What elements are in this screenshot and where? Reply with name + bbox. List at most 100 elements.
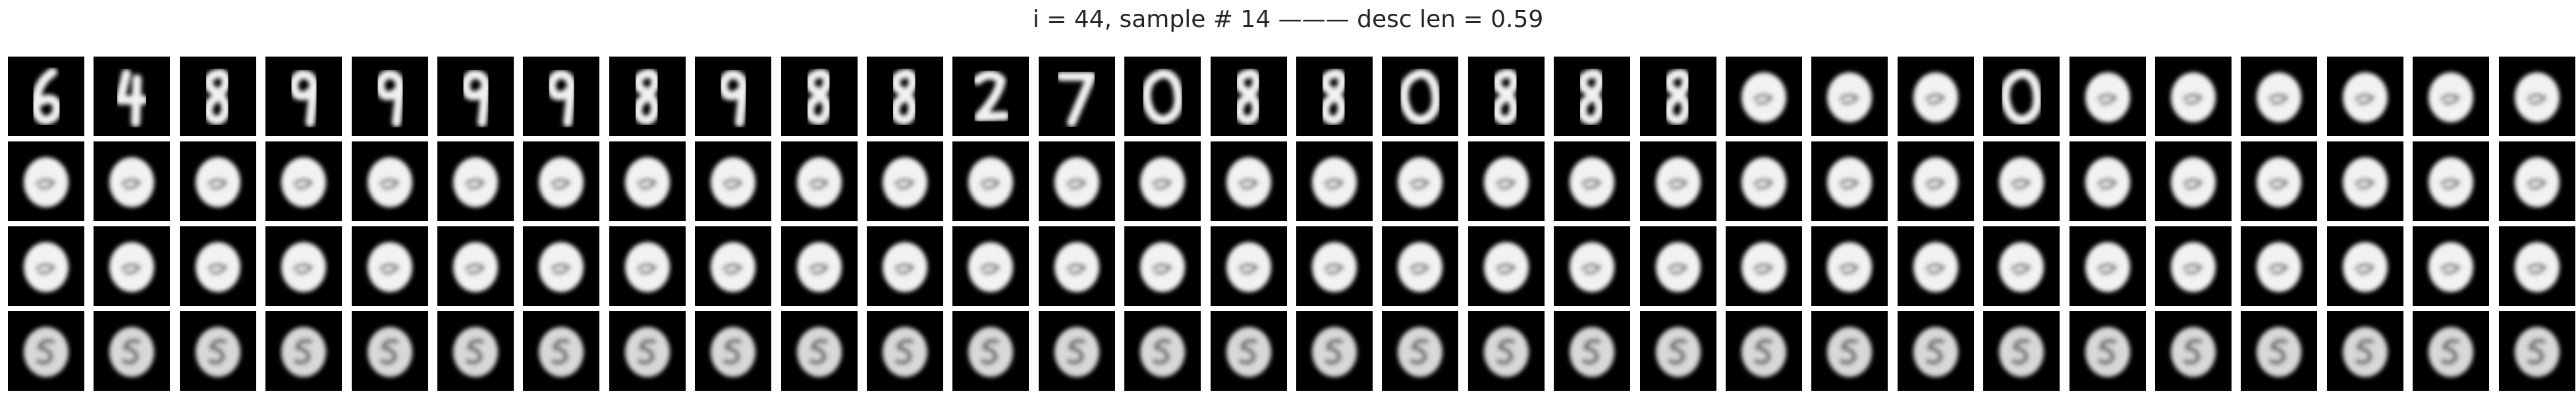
digit-image: [891, 68, 918, 125]
digit-image: [2085, 242, 2130, 292]
digit-tile: [2499, 311, 2575, 391]
digit-image: [883, 242, 927, 292]
digit-image: [2257, 242, 2301, 292]
digit-image: [1827, 242, 1872, 292]
digit-image: [2428, 242, 2473, 292]
digit-image: [1226, 157, 1271, 207]
digit-tile: [867, 311, 943, 391]
digit-tile: [1983, 57, 2060, 136]
digit-image: [539, 327, 584, 377]
digit-image: [1055, 157, 1099, 207]
digit-image: [2343, 157, 2388, 207]
digit-image: [2515, 72, 2560, 122]
digit-tile: [1468, 311, 1545, 391]
digit-tile: [1811, 226, 1888, 306]
digit-tile: [265, 311, 342, 391]
digit-image: [24, 242, 69, 292]
digit-tile: [2327, 57, 2403, 136]
digit-image: [625, 157, 670, 207]
digit-tile: [1039, 311, 1115, 391]
digit-image: [24, 157, 69, 207]
digit-image: [1399, 69, 1441, 125]
digit-tile: [1296, 311, 1373, 391]
digit-tile: [265, 226, 342, 306]
digit-tile: [1726, 141, 1802, 221]
digit-image: [968, 327, 1013, 377]
digit-image: [546, 70, 576, 127]
digit-image: [1226, 327, 1271, 377]
digit-tile: [781, 141, 858, 221]
digit-image: [1570, 327, 1614, 377]
digit-image: [2171, 72, 2216, 122]
digit-image: [2085, 72, 2130, 122]
digit-tile: [1039, 141, 1115, 221]
digit-image: [2428, 327, 2473, 377]
digit-image: [453, 157, 498, 207]
digit-image: [2171, 242, 2216, 292]
digit-image: [625, 327, 670, 377]
digit-image: [2257, 72, 2301, 122]
digit-tile: [1640, 226, 1716, 306]
digit-image: [288, 70, 319, 127]
digit-tile: [695, 57, 771, 136]
digit-image: [2000, 69, 2042, 125]
digit-image: [31, 68, 62, 125]
digit-image: [1913, 242, 1958, 292]
digit-tile: [1124, 226, 1201, 306]
digit-tile: [523, 226, 599, 306]
digit-tile: [437, 57, 514, 136]
digit-image: [24, 327, 69, 377]
digit-image: [1741, 327, 1786, 377]
digit-tile: [1640, 57, 1716, 136]
digit-tile: [695, 311, 771, 391]
digit-image: [2515, 327, 2560, 377]
digit-image: [1741, 72, 1786, 122]
digit-image: [1140, 327, 1185, 377]
digit-tile: [1124, 141, 1201, 221]
digit-image: [1398, 242, 1442, 292]
digit-tile: [1811, 311, 1888, 391]
digit-tile: [352, 141, 428, 221]
figure-title: i = 44, sample # 14 ——— desc len = 0.59: [1032, 6, 1544, 33]
digit-image: [1827, 327, 1872, 377]
digit-image: [1055, 242, 1099, 292]
digit-image: [1664, 68, 1691, 125]
digit-tile: [1726, 57, 1802, 136]
digit-tile: [1039, 226, 1115, 306]
digit-image: [1913, 72, 1958, 122]
digit-tile: [781, 311, 858, 391]
digit-image: [1741, 242, 1786, 292]
digit-image: [460, 70, 491, 127]
digit-tile: [867, 57, 943, 136]
digit-tile: [2327, 226, 2403, 306]
digit-tile: [609, 311, 686, 391]
digit-tile: [265, 57, 342, 136]
digit-image: [375, 70, 405, 127]
digit-tile: [952, 57, 1029, 136]
digit-image: [1827, 157, 1872, 207]
digit-tile: [1382, 311, 1458, 391]
digit-tile: [1211, 311, 1287, 391]
digit-tile: [2241, 226, 2317, 306]
digit-image: [797, 157, 842, 207]
digit-image: [196, 242, 240, 292]
digit-tile: [781, 57, 858, 136]
digit-image: [115, 69, 148, 127]
digit-tile: [1124, 311, 1201, 391]
digit-tile: [437, 141, 514, 221]
digit-tile: [2327, 141, 2403, 221]
digit-image: [1312, 157, 1357, 207]
digit-image: [2257, 327, 2301, 377]
digit-tile: [1726, 311, 1802, 391]
digit-image: [368, 157, 412, 207]
digit-tile: [2241, 141, 2317, 221]
digit-tile: [2499, 141, 2575, 221]
digit-tile: [437, 311, 514, 391]
digit-tile: [1983, 311, 2060, 391]
digit-tile: [1468, 141, 1545, 221]
digit-tile: [437, 226, 514, 306]
digit-image: [1484, 327, 1529, 377]
digit-image: [797, 242, 842, 292]
digit-image: [281, 327, 326, 377]
